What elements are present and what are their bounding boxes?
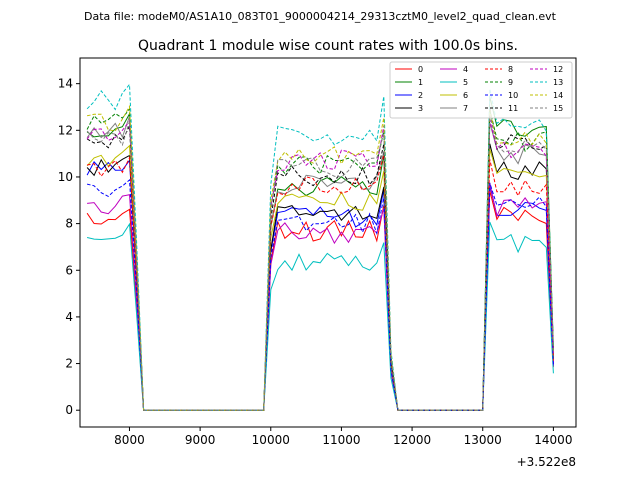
y-tick-label: 12 xyxy=(58,123,73,137)
y-tick-label: 4 xyxy=(65,310,73,324)
legend-label-12: 12 xyxy=(553,65,563,74)
legend-label-4: 4 xyxy=(463,65,468,74)
x-tick-label: 9000 xyxy=(185,433,216,447)
x-offset-label: +3.522e8 xyxy=(517,455,576,469)
legend-label-15: 15 xyxy=(553,104,563,113)
legend-label-8: 8 xyxy=(508,65,513,74)
axes-layer: 8000 9000 10000 11000 12000 13000 14000 0 2 4 6 8 10… xyxy=(58,77,573,447)
y-tick-label: 2 xyxy=(65,357,73,371)
x-tick-label: 10000 xyxy=(252,433,290,447)
legend-label-14: 14 xyxy=(553,91,563,100)
legend-label-6: 6 xyxy=(463,91,468,100)
legend-label-1: 1 xyxy=(418,78,423,87)
x-tick-label: 14000 xyxy=(534,433,572,447)
plot-frame xyxy=(79,57,577,428)
legend-label-5: 5 xyxy=(463,78,468,87)
legend-label-10: 10 xyxy=(508,91,518,100)
y-tick-label: 14 xyxy=(58,77,73,91)
legend-label-0: 0 xyxy=(418,65,423,74)
y-tick-label: 10 xyxy=(58,170,73,184)
x-tick-label: 8000 xyxy=(114,433,145,447)
data-file-label: Data file: modeM0/AS1A10_083T01_90000042… xyxy=(84,10,557,23)
legend-label-2: 2 xyxy=(418,91,423,100)
legend-label-11: 11 xyxy=(508,104,518,113)
y-tick-label: 8 xyxy=(65,217,73,231)
y-tick-label: 6 xyxy=(65,263,73,277)
series-line-15 xyxy=(86,114,554,411)
legend-box xyxy=(389,61,573,119)
legend-label-13: 13 xyxy=(553,78,563,87)
x-tick-label: 11000 xyxy=(322,433,360,447)
chart-title: Quadrant 1 module wise count rates with … xyxy=(138,38,518,54)
legend-label-3: 3 xyxy=(418,104,423,113)
x-tick-label: 12000 xyxy=(393,433,431,447)
plot-area xyxy=(80,58,576,427)
x-tick-label: 13000 xyxy=(464,433,502,447)
legend-label-7: 7 xyxy=(463,104,468,113)
series-layer xyxy=(86,83,554,411)
y-tick-label: 0 xyxy=(65,403,73,417)
legend-label-9: 9 xyxy=(508,78,513,87)
